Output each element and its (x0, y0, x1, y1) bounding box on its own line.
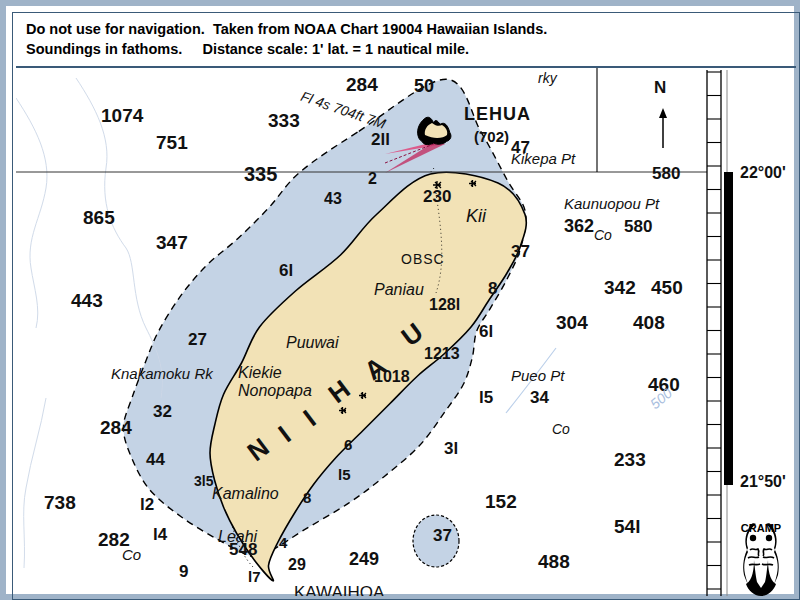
svg-text:CRAMP: CRAMP (741, 522, 781, 534)
